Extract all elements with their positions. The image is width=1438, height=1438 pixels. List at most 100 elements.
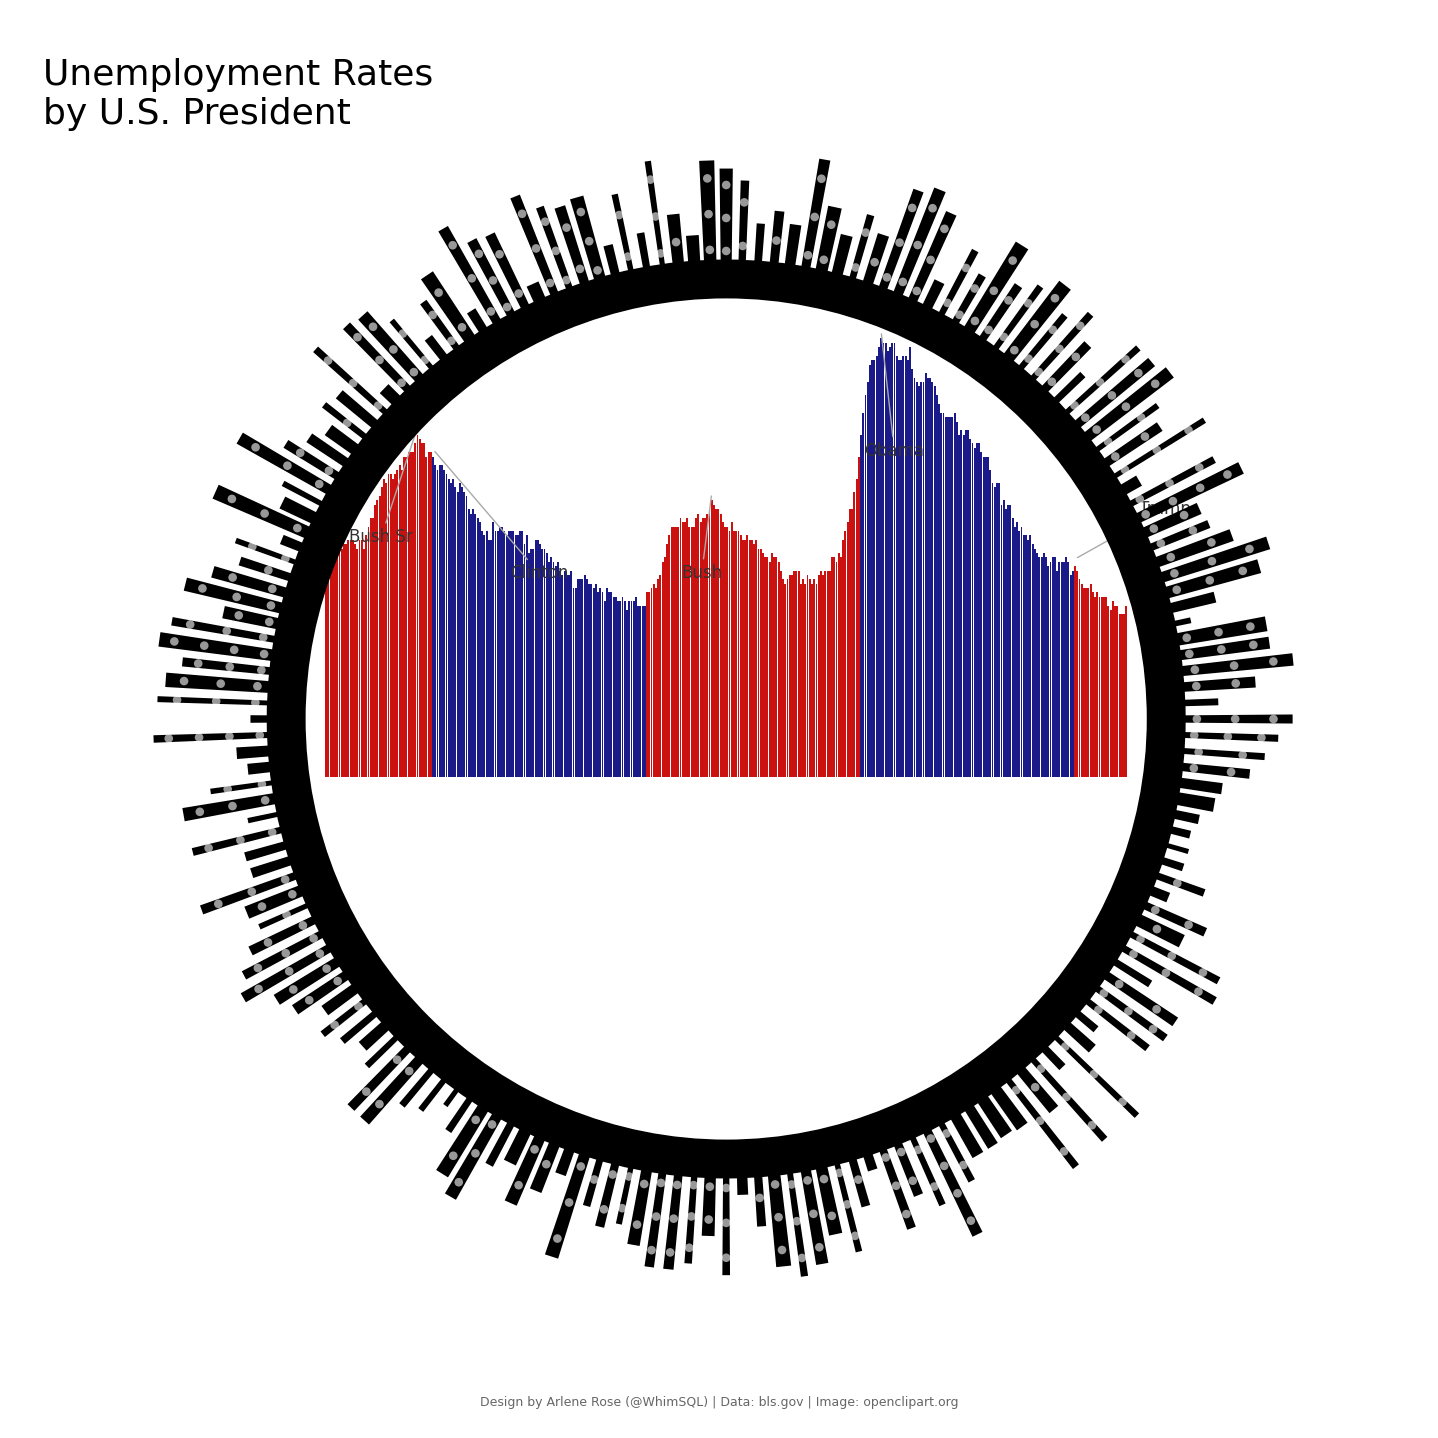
FancyBboxPatch shape (912, 370, 913, 777)
FancyBboxPatch shape (972, 443, 974, 777)
FancyBboxPatch shape (1102, 597, 1103, 777)
FancyBboxPatch shape (472, 509, 475, 777)
Polygon shape (1155, 856, 1185, 871)
Text: Design by Arlene Rose (@WhimSQL) | Data: bls.gov | Image: openclipart.org: Design by Arlene Rose (@WhimSQL) | Data:… (480, 1395, 958, 1409)
Circle shape (489, 276, 498, 285)
FancyBboxPatch shape (936, 395, 938, 777)
Polygon shape (919, 279, 945, 315)
Polygon shape (280, 535, 309, 554)
Polygon shape (400, 1063, 439, 1107)
Polygon shape (436, 1099, 492, 1178)
Circle shape (1231, 715, 1240, 723)
Circle shape (406, 1067, 414, 1076)
Polygon shape (1099, 968, 1178, 1027)
FancyBboxPatch shape (1050, 562, 1051, 777)
FancyBboxPatch shape (398, 466, 401, 777)
Text: 1992 7.4%: 1992 7.4% (401, 784, 411, 833)
FancyBboxPatch shape (956, 421, 958, 777)
Polygon shape (936, 249, 978, 322)
FancyBboxPatch shape (1051, 558, 1054, 777)
Circle shape (585, 237, 594, 246)
Polygon shape (424, 335, 452, 365)
Text: 2011 8.5%: 2011 8.5% (910, 784, 919, 833)
FancyBboxPatch shape (608, 592, 610, 777)
FancyBboxPatch shape (653, 584, 654, 777)
FancyBboxPatch shape (814, 580, 815, 777)
FancyBboxPatch shape (608, 592, 610, 777)
FancyBboxPatch shape (535, 539, 536, 777)
Circle shape (1173, 879, 1182, 887)
Circle shape (618, 1204, 627, 1212)
FancyBboxPatch shape (561, 575, 564, 777)
Circle shape (1120, 466, 1129, 475)
FancyBboxPatch shape (519, 531, 521, 777)
FancyBboxPatch shape (486, 531, 487, 777)
Polygon shape (1149, 870, 1205, 897)
Polygon shape (1178, 699, 1218, 706)
Polygon shape (313, 347, 393, 418)
Polygon shape (1037, 1041, 1066, 1070)
FancyBboxPatch shape (532, 549, 535, 777)
Circle shape (926, 1135, 935, 1143)
Polygon shape (529, 1136, 562, 1194)
FancyBboxPatch shape (447, 479, 450, 777)
FancyBboxPatch shape (523, 544, 525, 777)
FancyBboxPatch shape (828, 571, 831, 777)
FancyBboxPatch shape (1112, 601, 1114, 777)
FancyBboxPatch shape (601, 592, 604, 777)
FancyBboxPatch shape (682, 522, 683, 777)
FancyBboxPatch shape (782, 580, 784, 777)
Circle shape (943, 299, 952, 308)
Circle shape (909, 1176, 917, 1185)
Polygon shape (719, 168, 733, 267)
FancyBboxPatch shape (571, 571, 572, 777)
FancyBboxPatch shape (450, 483, 452, 777)
FancyBboxPatch shape (917, 387, 920, 777)
FancyBboxPatch shape (600, 588, 601, 777)
FancyBboxPatch shape (503, 531, 505, 777)
FancyBboxPatch shape (410, 452, 411, 777)
Polygon shape (154, 732, 275, 743)
Polygon shape (1099, 423, 1162, 470)
Circle shape (334, 976, 342, 985)
Circle shape (1142, 510, 1150, 519)
FancyBboxPatch shape (334, 549, 336, 777)
Circle shape (283, 462, 292, 470)
Circle shape (1229, 661, 1238, 670)
Circle shape (1185, 426, 1194, 434)
Circle shape (1247, 623, 1255, 631)
Circle shape (1231, 679, 1240, 687)
FancyBboxPatch shape (636, 597, 637, 777)
FancyBboxPatch shape (860, 434, 861, 777)
Circle shape (1171, 569, 1179, 578)
Circle shape (940, 1162, 949, 1171)
FancyBboxPatch shape (567, 575, 568, 777)
Circle shape (180, 677, 188, 686)
FancyBboxPatch shape (713, 505, 715, 777)
Circle shape (420, 355, 429, 364)
FancyBboxPatch shape (506, 535, 508, 777)
FancyBboxPatch shape (390, 475, 391, 777)
Circle shape (1024, 299, 1032, 308)
FancyBboxPatch shape (795, 571, 797, 777)
FancyBboxPatch shape (909, 347, 912, 777)
FancyBboxPatch shape (974, 447, 975, 777)
FancyBboxPatch shape (341, 549, 342, 777)
FancyBboxPatch shape (808, 580, 811, 777)
FancyBboxPatch shape (1096, 592, 1099, 777)
Text: 1990 6.3%: 1990 6.3% (348, 784, 358, 833)
FancyBboxPatch shape (1007, 505, 1009, 777)
Polygon shape (210, 779, 279, 794)
Polygon shape (1070, 1007, 1099, 1032)
FancyBboxPatch shape (719, 513, 722, 777)
Polygon shape (1178, 732, 1278, 742)
FancyBboxPatch shape (434, 466, 436, 777)
FancyBboxPatch shape (884, 342, 886, 777)
FancyBboxPatch shape (923, 383, 925, 777)
Circle shape (257, 779, 266, 788)
Text: 2016 4.7%: 2016 4.7% (1044, 784, 1053, 833)
FancyBboxPatch shape (559, 571, 561, 777)
FancyBboxPatch shape (871, 360, 873, 777)
FancyBboxPatch shape (640, 605, 641, 777)
FancyBboxPatch shape (512, 531, 515, 777)
